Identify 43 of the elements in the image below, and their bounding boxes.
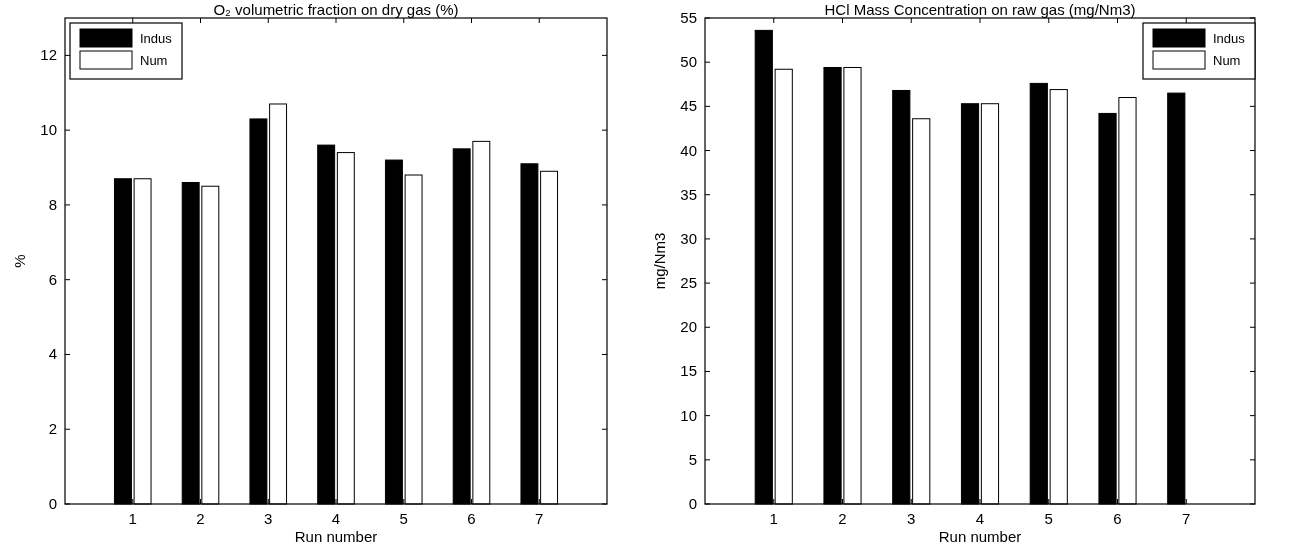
y-tick-label: 10 <box>40 121 57 139</box>
y-tick-label: 45 <box>680 97 697 115</box>
y-tick-label: 2 <box>48 420 57 438</box>
x-tick-label: 3 <box>264 510 273 527</box>
x-tick-label: 2 <box>196 510 205 527</box>
y-tick-label: 20 <box>680 318 697 336</box>
x-tick-label: 6 <box>467 510 476 527</box>
y-tick-label: 6 <box>48 270 57 288</box>
x-tick-label: 4 <box>975 510 985 527</box>
x-tick-label: 7 <box>1182 510 1191 527</box>
y-tick-label: 12 <box>40 46 57 64</box>
y-tick-label: 40 <box>680 141 697 159</box>
x-tick-label: 2 <box>838 510 847 527</box>
y-axis-title: mg/Nm3 <box>651 232 668 290</box>
x-tick-label: 1 <box>128 510 137 527</box>
y-tick-label: 50 <box>680 53 697 71</box>
y-tick-label: 30 <box>680 229 697 247</box>
x-tick-label: 3 <box>907 510 916 527</box>
x-tick-label: 4 <box>331 510 341 527</box>
y-axis-title: % <box>11 254 28 268</box>
y-tick-label: 35 <box>680 185 697 203</box>
x-axis-title: Run number <box>938 528 1022 545</box>
y-tick-label: 4 <box>48 345 57 363</box>
y-tick-label: 25 <box>680 274 697 292</box>
x-tick-label: 7 <box>535 510 544 527</box>
y-tick-label: 0 <box>688 495 697 512</box>
y-tick-label: 55 <box>680 9 697 26</box>
x-tick-label: 1 <box>769 510 778 527</box>
x-tick-label: 6 <box>1113 510 1122 527</box>
x-axis-title: Run number <box>294 528 378 545</box>
y-tick-label: 10 <box>680 406 697 424</box>
x-tick-label: 5 <box>399 510 408 527</box>
y-tick-label: 5 <box>688 450 697 468</box>
legend-label: Num <box>140 53 168 68</box>
chart-title: O₂ volumetric fraction on dry gas (%) <box>213 1 459 18</box>
legend-label: Num <box>1213 53 1241 68</box>
y-tick-label: 8 <box>48 195 57 213</box>
y-tick-label: 15 <box>680 362 697 380</box>
x-tick-label: 5 <box>1044 510 1053 527</box>
legend-label: Indus <box>1213 31 1246 46</box>
y-tick-label: 0 <box>48 495 57 512</box>
chart-title: HCl Mass Concentration on raw gas (mg/Nm3) <box>824 1 1136 18</box>
legend-label: Indus <box>140 31 173 46</box>
